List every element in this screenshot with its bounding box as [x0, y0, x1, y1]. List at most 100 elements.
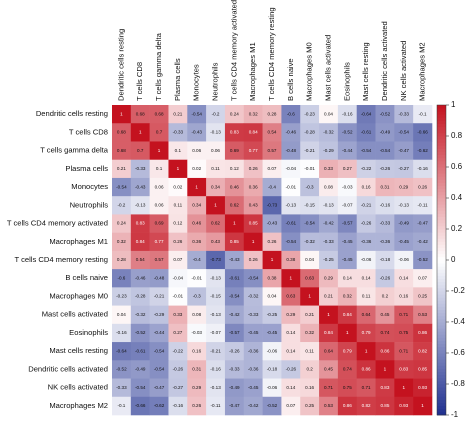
- cell-label: 0.34: [192, 203, 201, 208]
- heatmap-cell: [319, 123, 339, 142]
- colorbar-segment: [437, 229, 446, 233]
- cell-label: -0.46: [135, 275, 146, 280]
- cell-label: -0.06: [399, 257, 410, 262]
- cell-label: 1: [327, 312, 330, 317]
- cell-label: -0.49: [380, 130, 391, 135]
- column-label: T cells CD4 memory resting: [267, 7, 276, 101]
- colorbar-segment: [437, 346, 446, 351]
- cell-label: 0.34: [211, 184, 220, 189]
- colorbar-segment: [437, 315, 446, 320]
- heatmap-cell: [224, 159, 245, 179]
- cell-label: 0.93: [418, 385, 427, 390]
- heatmap-cell: [375, 105, 395, 124]
- cell-label: -0.57: [229, 330, 240, 335]
- cell-label: 0.21: [173, 111, 182, 116]
- colorbar-segment: [437, 154, 446, 159]
- cell-label: 0.07: [268, 166, 277, 171]
- heatmap-cell: [413, 141, 433, 161]
- cell-label: -0.54: [248, 275, 259, 280]
- cell-label: -0.43: [135, 184, 146, 189]
- colorbar-segment: [437, 241, 446, 245]
- heatmap-cell: [130, 214, 150, 233]
- heatmap-cell: [224, 287, 245, 306]
- cell-label: 0.74: [380, 330, 389, 335]
- cell-label: 0.71: [399, 348, 408, 353]
- cell-label: -0.54: [116, 184, 127, 189]
- heatmap-cell: [394, 342, 414, 361]
- cell-label: 1: [120, 111, 123, 116]
- cell-label: 0.62: [230, 203, 239, 208]
- cell-label: -0.21: [154, 294, 165, 299]
- heatmap-cell: [281, 232, 301, 252]
- cell-label: 0.85: [249, 221, 258, 226]
- colorbar-segment: [437, 266, 446, 270]
- cell-label: -0.1: [117, 403, 125, 408]
- colorbar-segment: [437, 173, 446, 177]
- cell-label: -0.23: [304, 111, 315, 116]
- cell-label: 0.46: [192, 221, 201, 226]
- row-label: Macrophages M0: [49, 291, 108, 300]
- heatmap-cell: [187, 123, 207, 142]
- cell-label: 0.07: [173, 257, 182, 262]
- cell-label: 0.63: [305, 275, 314, 280]
- heatmap-cell: [149, 123, 169, 142]
- cell-label: 0.21: [324, 294, 333, 299]
- colorbar-segment: [437, 201, 446, 205]
- heatmap-cell: [243, 141, 263, 161]
- heatmap-cell: [130, 250, 150, 270]
- heatmap-cell: [168, 378, 188, 398]
- heatmap-cell: [168, 196, 188, 215]
- cell-label: -0.13: [210, 385, 221, 390]
- cell-label: -0.44: [154, 330, 165, 335]
- heatmap-cell: [413, 105, 433, 124]
- cell-label: 0.11: [211, 166, 220, 171]
- cell-label: -0.32: [304, 239, 315, 244]
- cell-label: 0.38: [286, 257, 295, 262]
- colorbar-label: -1: [451, 410, 459, 419]
- heatmap-cell: [413, 196, 433, 215]
- cell-label: 1: [139, 130, 142, 135]
- heatmap-cell: [394, 305, 414, 325]
- cell-label: 0.43: [249, 203, 258, 208]
- heatmap-cell: [168, 305, 188, 325]
- column-label: Macrophages M1: [248, 42, 257, 101]
- cell-label: -0.61: [361, 130, 372, 135]
- cell-label: -0.54: [304, 221, 315, 226]
- colorbar-segment: [437, 318, 446, 323]
- cell-label: -0.64: [116, 348, 127, 353]
- cell-label: -0.15: [210, 294, 221, 299]
- heatmap-cell: [206, 105, 226, 124]
- colorbar-segment: [437, 312, 446, 317]
- colorbar-segment: [437, 306, 446, 310]
- colorbar-segment: [437, 111, 446, 115]
- heatmap-cell: [149, 250, 169, 270]
- cell-label: -0.49: [135, 367, 146, 372]
- column-label: Dendritic cells activated: [380, 21, 389, 101]
- cell-label: -0.47: [229, 403, 240, 408]
- cell-label: 1: [214, 203, 217, 208]
- heatmap-cell: [356, 105, 376, 124]
- cell-label: 0.27: [173, 330, 182, 335]
- heatmap-cell: [337, 396, 358, 416]
- row-label: Mast cells activated: [42, 310, 108, 319]
- cell-label: 0.26: [249, 166, 258, 171]
- heatmap-cell: [300, 123, 320, 142]
- heatmap-cell: [281, 360, 301, 379]
- cell-label: 0.84: [343, 312, 352, 317]
- heatmap-cell: [337, 323, 358, 343]
- cell-label: -0.13: [399, 203, 410, 208]
- heatmap-cell: [300, 159, 320, 179]
- colorbar-segment: [437, 384, 446, 388]
- cell-label: -0.21: [361, 203, 372, 208]
- heatmap-cell: [112, 396, 132, 416]
- heatmap-cell: [281, 177, 301, 197]
- cell-label: 0.33: [324, 166, 333, 171]
- heatmap-cell: [130, 141, 150, 161]
- cell-label: -0.33: [135, 166, 146, 171]
- row-label: T cells CD8: [69, 127, 108, 136]
- colorbar-segment: [437, 340, 446, 345]
- heatmap-cell: [356, 196, 376, 215]
- cell-label: 0.26: [268, 239, 277, 244]
- row-label: Neutrophils: [70, 200, 109, 209]
